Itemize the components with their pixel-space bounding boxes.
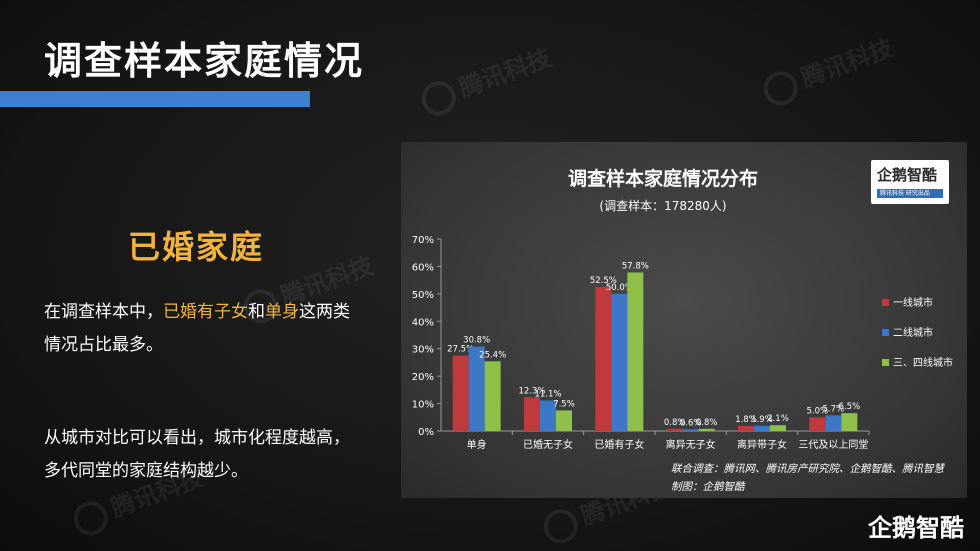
chart-subtitle: (调查样本：178280人) [599,198,726,213]
bar-value-label: 5.7% [823,404,845,414]
watermark-logo-icon [758,66,803,111]
paragraph-married: 在调查样本中，已婚有子女和单身这两类 情况占比最多。 [44,296,350,362]
chart-panel: 调查样本家庭情况分布 (调查样本：178280人) 0% 10% 20% 30% 40% 50… [401,142,967,498]
para-text: 这两类 [299,302,350,322]
bar [452,355,469,431]
x-tick-label: 已婚有子女 [594,438,644,451]
bar-value-label: 27.5% [447,345,474,355]
bar-value-label: 2.1% [767,414,789,424]
para-text: 和 [248,302,265,322]
bar-value-label: 50.0% [606,283,633,293]
bar-value-label: 7.5% [553,399,575,409]
footer-logo: 企鹅智酷 [868,514,964,542]
bar-value-label: 1.8% [735,415,757,425]
bar-value-label: 6.5% [839,402,861,412]
watermark-logo-icon [68,496,113,541]
y-tick-label: 70% [412,235,434,246]
para-text: 多代同堂的家庭结构越少。 [44,461,248,481]
chart-source: 联合调查：腾讯网、腾讯房产研究院、企鹅智酷、腾讯智慧 [671,463,945,475]
bar [682,429,699,431]
bar-value-label: 5.0% [807,406,829,416]
brand-badge: 企鹅智酷 腾讯科技 研究出品 [871,160,949,204]
bar-chart: 调查样本家庭情况分布 (调查样本：178280人) 0% 10% 20% 30% 40% 50… [412,167,953,493]
x-tick-label: 离异带子女 [737,438,787,451]
bar [524,397,540,431]
bar [754,425,770,431]
title-accent-bar [0,91,310,107]
legend-label: 二线城市 [893,326,933,339]
bar-value-label: 30.8% [463,336,490,346]
watermark: 腾讯科技 [758,28,899,111]
legend-swatch [882,299,889,306]
bar-value-label: 11.1% [534,390,561,400]
bar-value-label: 0.8% [696,418,718,428]
y-tick-label: 0% [418,427,434,438]
bar-value-label: 52.5% [590,276,617,286]
x-tick-label: 已婚无子女 [523,438,573,451]
bar [627,272,644,431]
y-tick-label: 30% [412,345,434,356]
bar [666,428,683,431]
watermark-logo-icon [538,504,583,549]
highlight-married-with-children: 已婚有子女 [163,302,248,322]
chart-title: 调查样本家庭情况分布 [568,167,758,190]
bar [611,293,628,431]
chart-credit: 制图：企鹅智酷 [671,481,746,493]
bar [841,413,858,431]
bar [809,417,826,431]
para-text: 从城市对比可以看出，城市化程度越高， [44,428,350,448]
subheading: 已婚家庭 [128,228,265,266]
x-tick-label: 离异无子女 [666,438,716,451]
legend-swatch [882,359,889,366]
x-tick-label: 单身 [467,438,487,451]
y-tick-label: 60% [412,262,434,273]
slide-title: 调查样本家庭情况 [44,39,365,83]
bar-value-label: 25.4% [479,350,506,360]
brand-badge-name: 企鹅智酷 [877,166,938,184]
bar [698,428,715,431]
bar [540,400,556,431]
bar [738,426,754,431]
y-tick-label: 40% [412,317,434,328]
bar [468,346,485,431]
bar-value-label: 1.9% [751,415,773,425]
bar [770,425,786,431]
bar-value-label: 57.8% [622,261,649,271]
paragraph-city: 从城市对比可以看出，城市化程度越高， 多代同堂的家庭结构越少。 [44,422,350,488]
para-text: 在调查样本中， [44,302,163,322]
y-tick-label: 50% [412,290,434,301]
brand-badge-strip-text: 腾讯科技 研究出品 [880,190,930,197]
watermark-logo-icon [416,76,461,121]
legend-label: 一线城市 [893,296,933,309]
para-text: 情况占比最多。 [44,335,163,355]
legend-label: 三、四线城市 [893,356,953,369]
x-tick-label: 三代及以上同堂 [798,439,868,451]
legend-swatch [882,329,889,336]
y-tick-label: 20% [412,372,434,383]
bar [556,410,572,431]
brand-badge-strip: 腾讯科技 研究出品 [877,189,943,198]
bar-value-label: 12.3% [518,386,545,396]
bar-value-label: 0.8% [664,418,686,428]
y-tick-label: 10% [412,400,434,411]
bar [595,287,612,431]
bar-value-label: 0.6% [680,418,702,428]
bar [825,415,842,431]
bar [484,361,501,431]
highlight-single: 单身 [265,302,299,322]
watermark: 腾讯科技 [416,38,557,121]
